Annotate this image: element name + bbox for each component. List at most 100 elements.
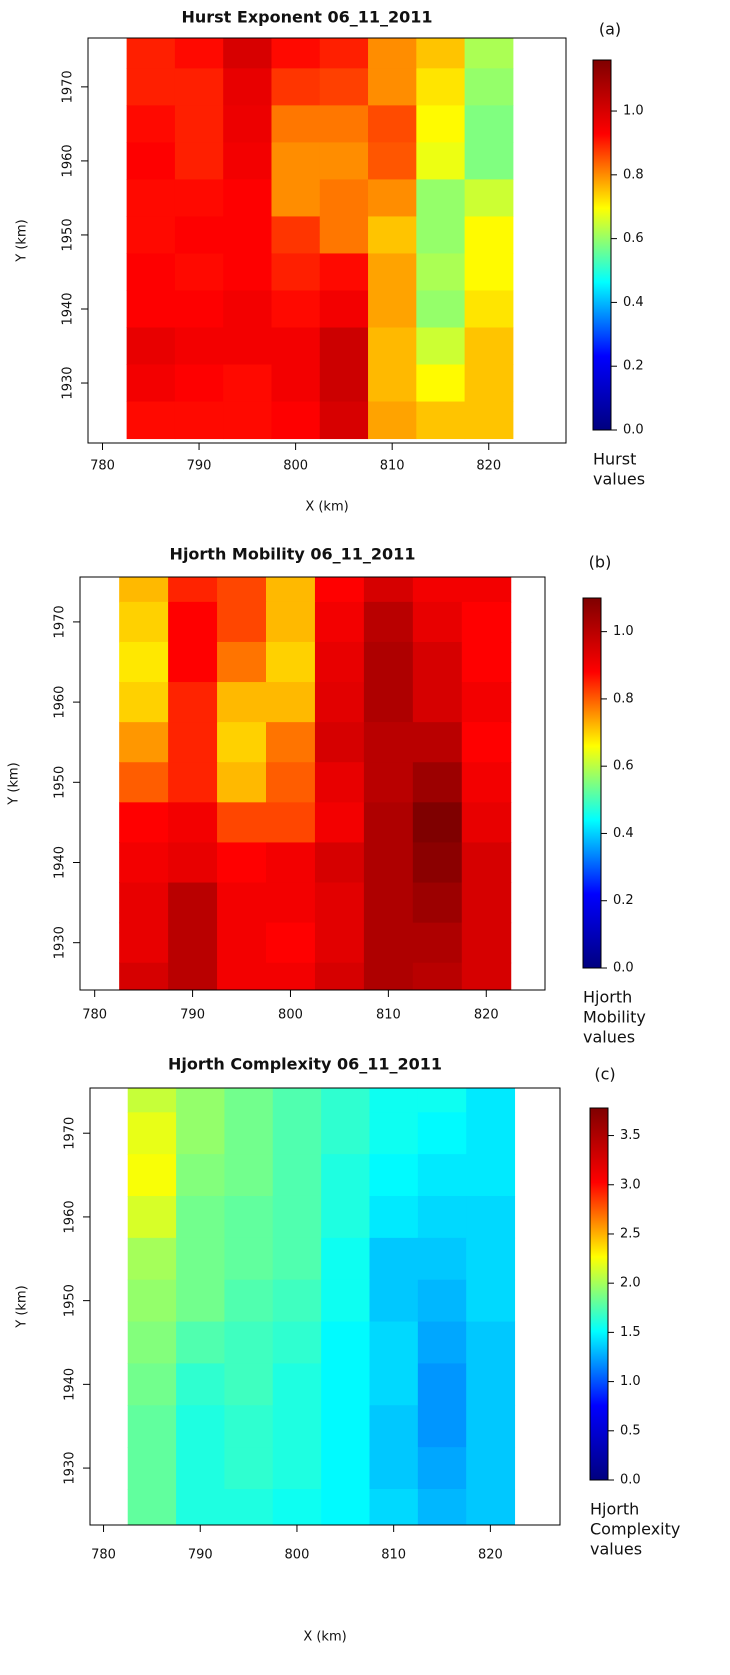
y-tick-label: 1970 [61, 70, 76, 103]
heatmap-cell [217, 802, 267, 843]
colorbar-label: Hurst [593, 450, 636, 469]
heatmap-cell [464, 253, 514, 291]
heatmap-cell [266, 962, 316, 990]
heatmap-cell [417, 1237, 467, 1281]
heatmap-cell [314, 842, 365, 884]
x-tick-label: 780 [90, 459, 115, 474]
heatmap-cell [417, 1321, 467, 1364]
heatmap-cell [224, 1237, 274, 1281]
heatmap-cell [174, 401, 224, 440]
heatmap-cell [266, 922, 316, 964]
heatmap-cell [416, 216, 466, 254]
heatmap-cell [126, 179, 176, 217]
heatmap-cell [321, 1321, 370, 1364]
heatmap-cell [174, 253, 224, 291]
heatmap-cell [464, 216, 514, 254]
colorbar-tick-label: 0.0 [623, 423, 644, 438]
heatmap-cell [464, 327, 514, 366]
heatmap-cell [127, 1489, 177, 1525]
heatmap-cell [412, 842, 463, 884]
heatmap-cell [271, 216, 321, 254]
heatmap-cell [224, 1154, 274, 1197]
heatmap-cell [119, 922, 169, 964]
heatmap-cell [168, 962, 218, 990]
x-tick-label: 820 [478, 1548, 503, 1563]
heatmap-cell [314, 922, 365, 964]
heatmap-cell [416, 68, 466, 106]
heatmap-cell [168, 762, 218, 803]
heatmap-cell [223, 38, 272, 69]
heatmap-cell [369, 1112, 419, 1155]
heatmap-cell [119, 641, 169, 683]
heatmap-cell [126, 253, 176, 291]
y-tick-label: 1960 [53, 686, 68, 719]
heatmap-cell [266, 722, 316, 763]
heatmap-cell [321, 1447, 370, 1490]
heatmap-cell [368, 179, 417, 217]
heatmap-cell [272, 1237, 322, 1281]
heatmap-cell [224, 1405, 274, 1448]
colorbar-tick-label: 0.2 [623, 359, 644, 374]
heatmap-cell [416, 401, 466, 440]
heatmap-cell [461, 962, 512, 990]
heatmap-cell [119, 577, 169, 603]
heatmap-cell [363, 722, 414, 763]
heatmap-cell [417, 1405, 467, 1448]
colorbar [592, 59, 612, 431]
heatmap-cell [466, 1237, 516, 1281]
heatmap-cell [272, 1279, 322, 1323]
colorbar [589, 1107, 609, 1481]
heatmap-cell [466, 1195, 516, 1239]
heatmap-cell [314, 882, 365, 924]
heatmap-cell [168, 922, 218, 964]
heatmap-cell [271, 179, 321, 217]
heatmap-cell [321, 1489, 370, 1525]
heatmap-cell [464, 179, 514, 217]
heatmap-cell [321, 1112, 370, 1155]
heatmap-cell [266, 577, 316, 603]
heatmap-cell [466, 1088, 516, 1113]
heatmap-cell [363, 601, 414, 643]
heatmap-cell [416, 142, 466, 180]
heatmap-cell [369, 1237, 419, 1281]
heatmap-cell [461, 577, 512, 603]
heatmap-cell [461, 882, 512, 924]
heatmap-cell [466, 1321, 516, 1364]
heatmap-cell [363, 802, 414, 843]
heatmap-cell [319, 105, 369, 143]
heatmap-cell [319, 327, 369, 366]
heatmap-cell [224, 1112, 274, 1155]
heatmap-cell [464, 142, 514, 180]
heatmap-cell [368, 327, 417, 366]
heatmap-cell [314, 762, 365, 803]
x-tick-label: 790 [180, 1008, 205, 1023]
heatmap-cell [363, 762, 414, 803]
heatmap-cell [174, 327, 224, 366]
y-axis-label: Y (km) [15, 1285, 30, 1328]
heatmap-cell [224, 1489, 274, 1525]
heatmap-cell [369, 1321, 419, 1364]
x-tick-label: 780 [91, 1548, 116, 1563]
heatmap-cell [368, 364, 417, 403]
heatmap-cell [412, 922, 463, 964]
heatmap-cell [464, 38, 514, 69]
colorbar-tick-label: 2.0 [620, 1276, 641, 1291]
heatmap [126, 38, 514, 440]
heatmap-cell [168, 842, 218, 884]
heatmap-cell [224, 1321, 274, 1364]
colorbar-tick-label: 0.4 [613, 826, 634, 841]
heatmap-cell [417, 1154, 467, 1197]
heatmap-cell [217, 882, 267, 924]
heatmap-cell [266, 802, 316, 843]
heatmap-cell [127, 1154, 177, 1197]
colorbar-label: values [590, 1540, 642, 1559]
heatmap-cell [412, 682, 463, 723]
heatmap-cell [319, 364, 369, 403]
heatmap-cell [461, 762, 512, 803]
colorbar-label: Mobility [583, 1008, 646, 1027]
heatmap-cell [217, 722, 267, 763]
panel-label: (c) [594, 1065, 615, 1084]
heatmap-cell [417, 1279, 467, 1323]
heatmap-cell [176, 1489, 225, 1525]
heatmap-cell [319, 179, 369, 217]
